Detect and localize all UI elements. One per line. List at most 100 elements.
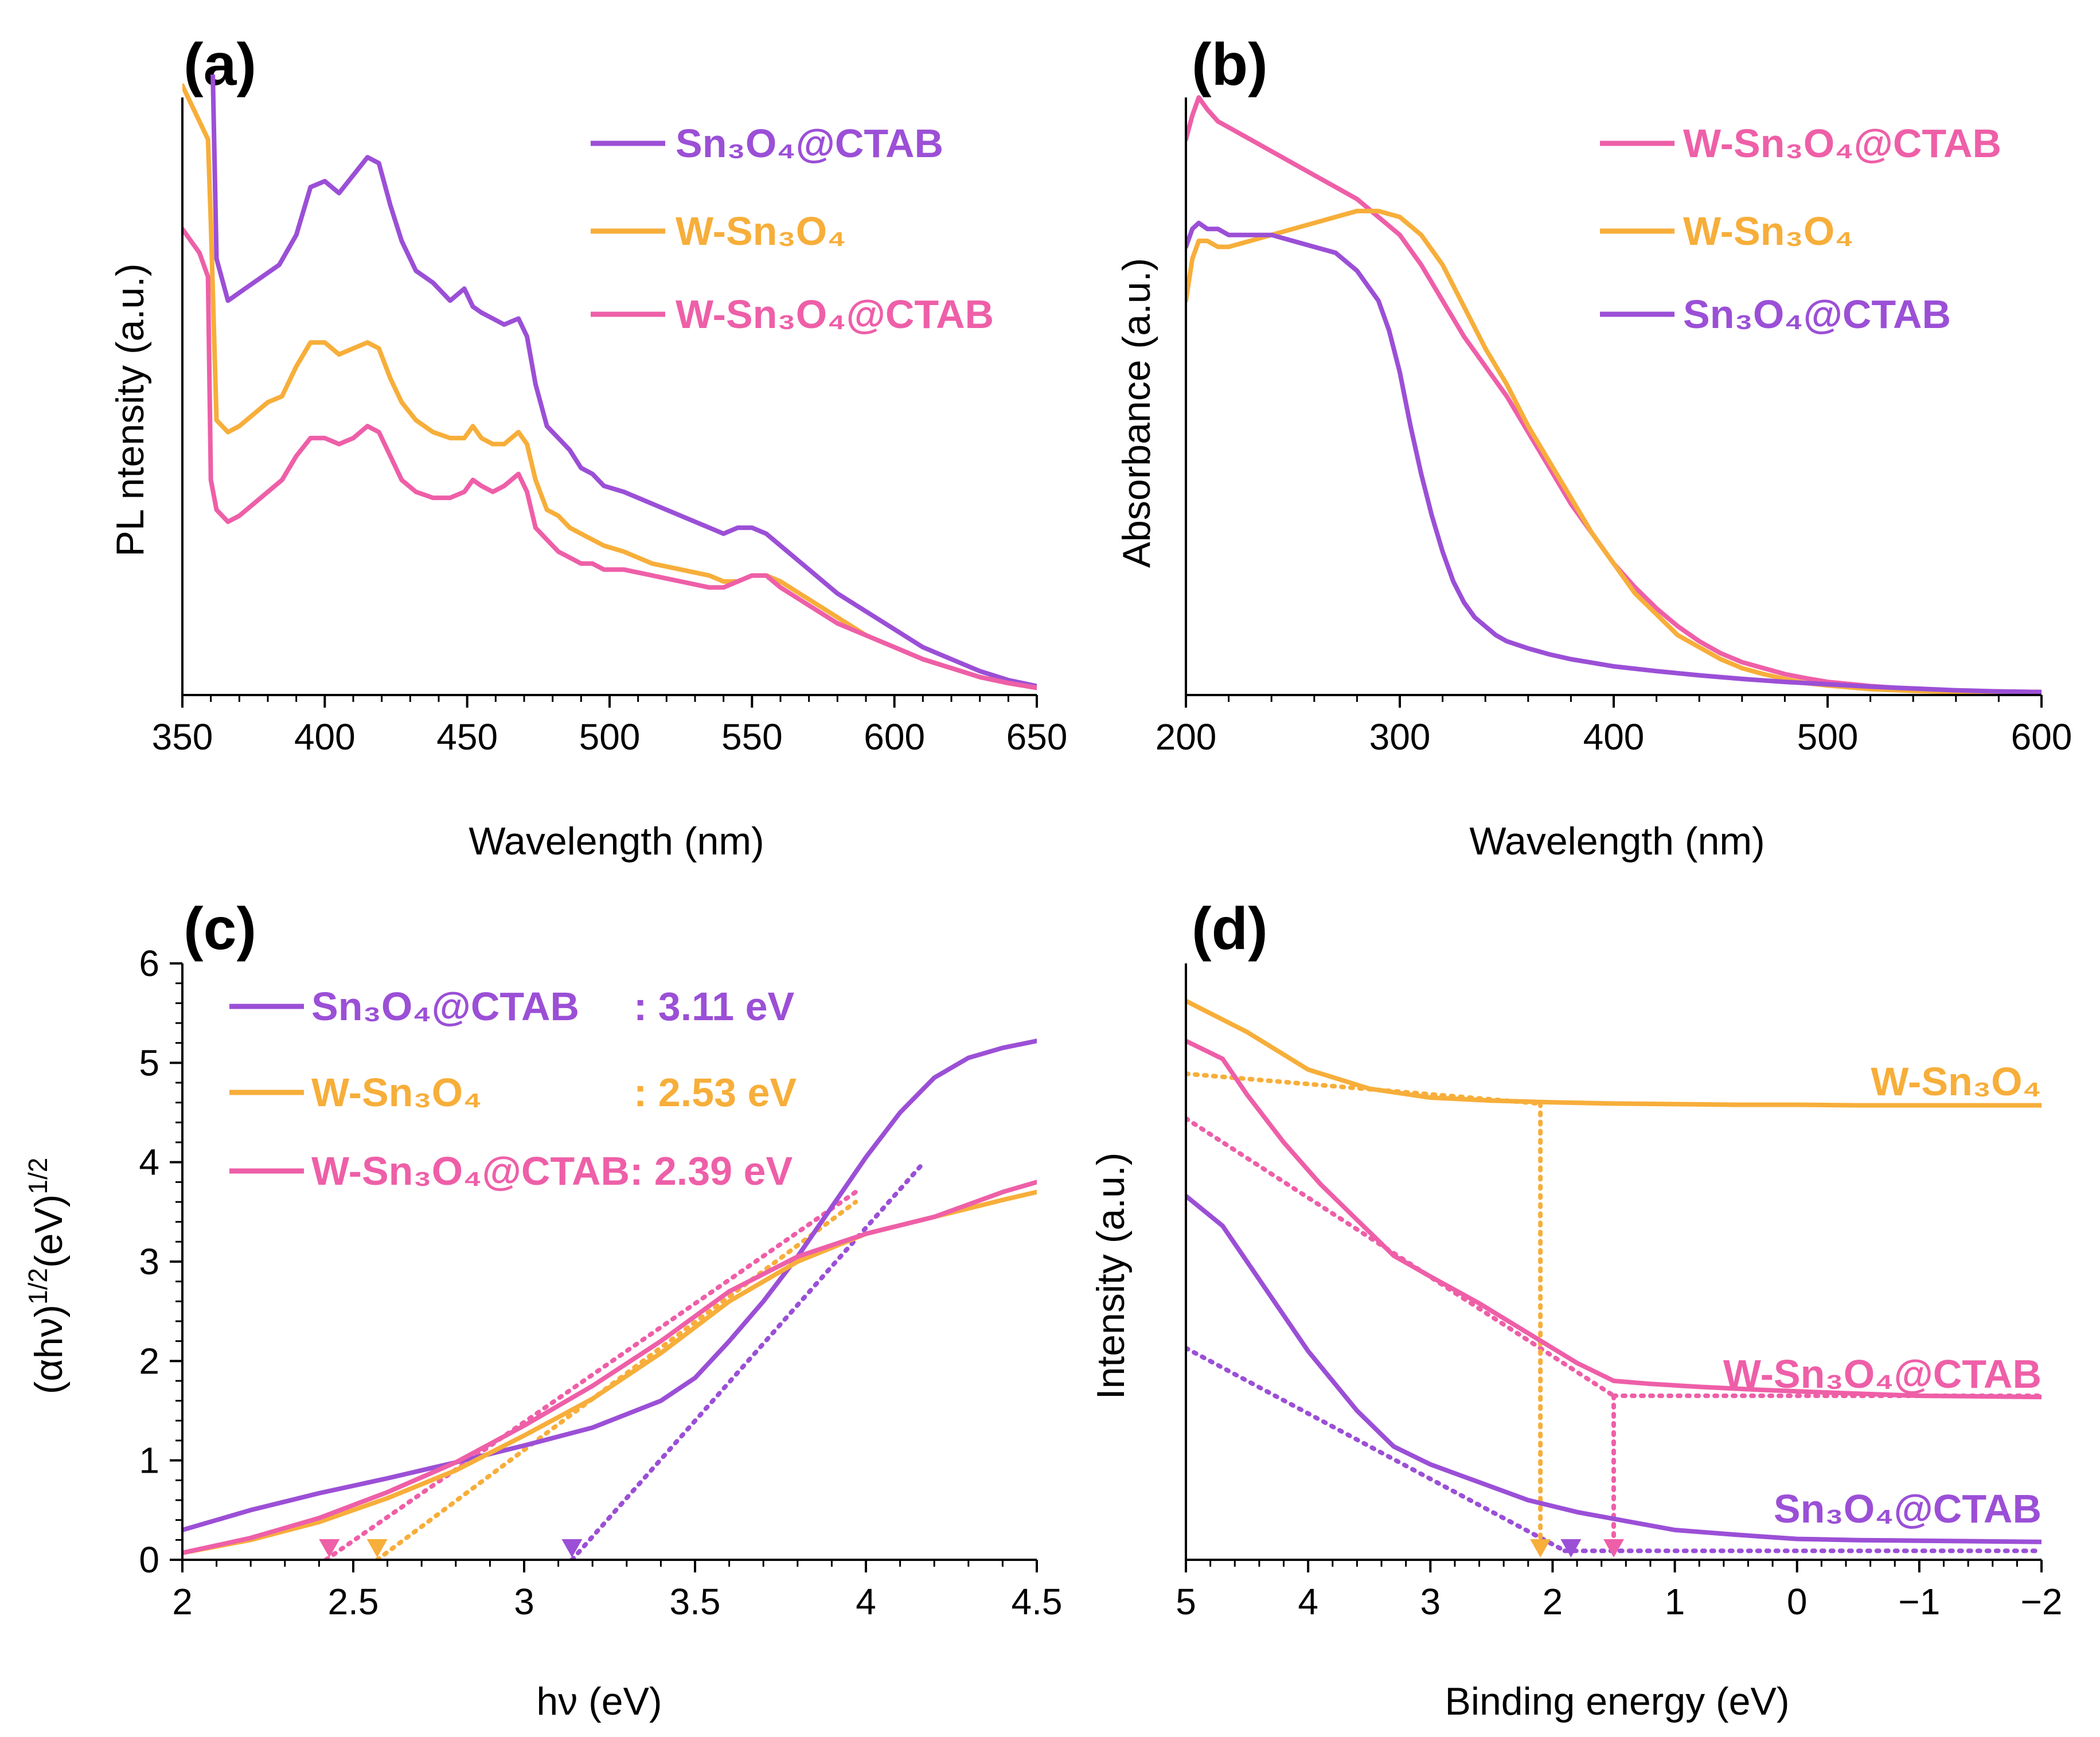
series-line-sn-o-ctab [1186,1193,2042,1544]
x-tick-label: 200 [1156,716,1217,758]
panel-a-label: (a) [184,32,256,98]
x-tick-label: 650 [1006,716,1068,758]
panel-a-legend: Sn₃O₄@CTAB W-Sn₃O₄ W-Sn₃O₄@CTAB [591,121,994,337]
panel-d-axes: 5 4 3 2 1 0 −1 −2 [1176,963,2062,1622]
x-tick-label: −1 [1898,1581,1940,1622]
panel-c-legend: Sn₃O₄@CTAB : 3.11 eV W-Sn₃O₄ : 2.53 eV W… [229,984,797,1193]
panel-c-axes: 2 2.5 3 3.5 4 4.5 0 1 2 3 4 5 6 [139,943,1062,1622]
panel-d-label-w-sn3o4-ctab: W-Sn₃O₄@CTAB [1723,1352,2042,1396]
panel-c-legend-label-2: W-Sn₃O₄ [311,1070,482,1115]
panel-a-ylabel: PL ntensity (a.u.) [108,263,152,557]
panel-d-label: (d) [1192,896,1268,962]
series-line-w-sn-o-ctab [182,1180,1037,1555]
panel-c-ylabel-mid: (eV) [27,1195,71,1268]
x-tick-label: 300 [1369,716,1431,758]
x-tick-label: 500 [1797,716,1859,758]
x-tick-label: 2 [1543,1581,1563,1622]
y-tick-label: 0 [139,1539,159,1580]
panel-b-xlabel: Wavelength (nm) [1469,819,1765,863]
onset-marker-2 [561,1539,583,1558]
panel-c-legend-value-1: : 3.11 eV [634,984,795,1029]
series-line-w-sn-o-ctab [1186,95,2042,694]
panel-b-ylabel: Absorbance (a.u.) [1115,258,1158,568]
panel-d-xlabel: Binding energy (eV) [1445,1680,1789,1723]
plot-area-1 [1186,95,2042,695]
onset-marker-0 [319,1539,340,1558]
series-line-w-sn-o-ctab [1186,1039,2042,1400]
plot-area-3 [1186,998,2042,1553]
x-tick-label: 4 [1298,1581,1318,1622]
panel-b-legend-label-2: W-Sn₃O₄ [1683,209,1854,253]
x-tick-label: 3 [1420,1581,1441,1622]
x-tick-label: 4.5 [1012,1581,1063,1622]
y-tick-label: 4 [139,1142,159,1183]
panel-d-series-group [1186,998,2042,1558]
panel-a-legend-label-2: W-Sn₃O₄ [676,209,846,253]
series-line-sn-o-ctab [210,75,1037,689]
panel-b-legend-label-1: W-Sn₃O₄@CTAB [1683,121,2001,166]
x-tick-label: 600 [2011,716,2072,758]
x-tick-label: 1 [1665,1581,1685,1622]
fit-line-0 [569,1160,927,1560]
panel-a-series-group [182,75,1037,690]
panel-b-axes: 200 300 400 500 600 [1156,97,2072,758]
y-tick-label: 6 [139,943,159,984]
x-tick-label: 3.5 [670,1581,721,1622]
panel-c-legend-label-3: W-Sn₃O₄@CTAB: 2.39 eV [311,1149,793,1193]
panel-c-ylabel-sup1: 1/2 [23,1268,53,1305]
onset-marker-1 [1560,1539,1582,1558]
x-tick-label: 2 [172,1581,193,1622]
series-line-sn-o-ctab [1186,220,2042,694]
onset-marker-1 [366,1539,388,1558]
x-tick-label: 5 [1176,1581,1196,1622]
panel-b: (b) 200 300 400 500 600 Wavelength (nm) Abso… [1115,32,2072,863]
x-tick-label: 3 [514,1581,534,1622]
panel-b-series-group [1186,95,2042,695]
fit-line-1 [374,1200,858,1560]
panel-d-series-labels: W-Sn₃O₄ W-Sn₃O₄@CTAB Sn₃O₄@CTAB [1723,1059,2042,1531]
onset-marker-0 [1530,1539,1551,1558]
panel-b-legend-label-3: Sn₃O₄@CTAB [1683,292,1951,337]
panel-a: (a) 350 400 450 500 550 600 650 Wavelength (nm… [108,32,1068,863]
panel-a-axes: 350 400 450 500 550 600 650 [152,97,1068,758]
onset-marker-2 [1603,1539,1624,1558]
panel-b-legend: W-Sn₃O₄@CTAB W-Sn₃O₄ Sn₃O₄@CTAB [1600,121,2001,337]
panel-c-ylabel-sup2: 1/2 [23,1158,53,1195]
x-tick-label: 400 [1583,716,1645,758]
y-tick-label: 2 [139,1340,159,1381]
x-tick-label: 2.5 [328,1581,379,1622]
series-line-w-sn-o- [182,83,1037,690]
panel-a-legend-label-1: Sn₃O₄@CTAB [676,121,943,166]
panel-d-ylabel: Intensity (a.u.) [1089,1153,1133,1400]
x-tick-label: 550 [721,716,783,758]
panel-c-xlabel: hν (eV) [536,1680,662,1723]
x-tick-label: 400 [294,716,356,758]
panel-c-ylabel: (αhν)1/2(eV)1/2 [23,1158,71,1395]
x-tick-label: 4 [856,1581,876,1622]
plot-area-2 [182,1039,1037,1560]
series-line-sn-o-ctab [182,1039,1037,1532]
x-tick-label: 0 [1787,1581,1808,1622]
x-tick-label: 500 [579,716,641,758]
y-tick-label: 3 [139,1241,159,1282]
x-tick-label: 350 [152,716,213,758]
panel-c-legend-value-2: : 2.53 eV [634,1070,797,1115]
fit-line-2 [323,1189,858,1560]
fit-line-2 [1186,1345,1567,1553]
x-tick-label: 450 [436,716,498,758]
panel-c-ylabel-main: (αhν) [27,1305,71,1394]
panel-a-legend-label-3: W-Sn₃O₄@CTAB [676,292,994,337]
panel-c-legend-label-1: Sn₃O₄@CTAB [311,984,579,1029]
panel-b-label: (b) [1192,32,1268,98]
x-tick-label: −2 [2021,1581,2063,1622]
series-line-w-sn-o- [1186,209,2042,695]
y-tick-label: 1 [139,1440,159,1481]
x-tick-label: 600 [864,716,925,758]
panel-a-xlabel: Wavelength (nm) [469,819,764,863]
series-line-w-sn-o-ctab [182,227,1037,690]
y-tick-label: 5 [139,1042,159,1083]
panel-c-label: (c) [184,896,256,962]
